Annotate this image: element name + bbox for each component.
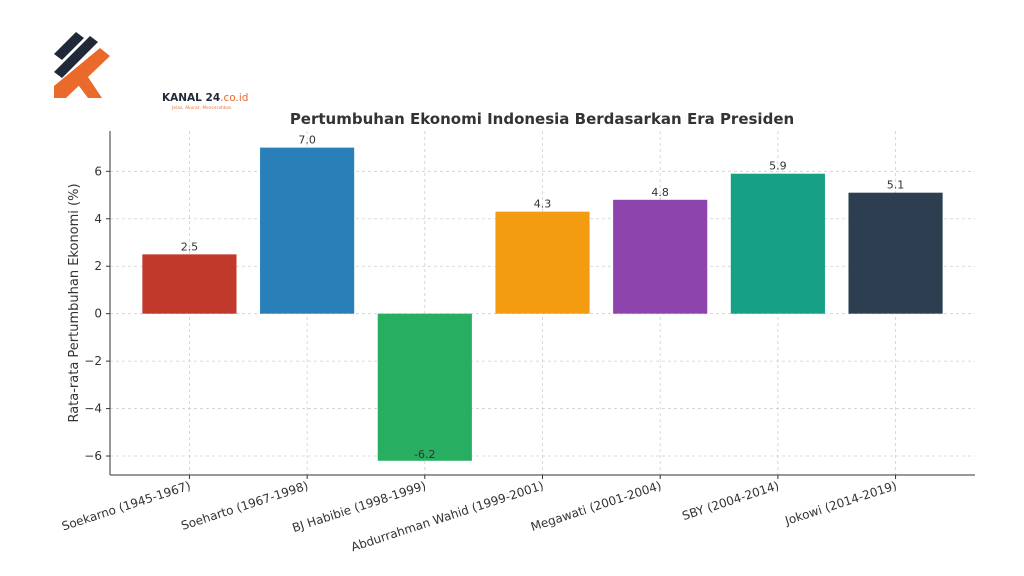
x-tick-labels: Soekarno (1945-1967)Soeharto (1967-1998)… [60, 479, 899, 555]
y-tick-label: 6 [94, 164, 102, 178]
x-tick-label: Megawati (2001-2004) [529, 479, 663, 534]
y-tick-label: −4 [84, 402, 102, 416]
y-tick-label: −6 [84, 449, 102, 463]
logo-name: KANAL 24.co.id [162, 92, 249, 104]
bar [377, 313, 472, 461]
bars [142, 147, 943, 461]
bar-value-label: 2.5 [181, 240, 199, 253]
y-tick-label: −2 [84, 354, 102, 368]
bar [495, 211, 590, 314]
bar-value-label: 5.1 [887, 179, 905, 192]
x-tick-label: Jokowi (2014-2019) [782, 479, 898, 529]
bar-value-label: 4.3 [534, 198, 552, 211]
bar-value-label: 7.0 [298, 134, 316, 147]
bar-value-label: 5.9 [769, 160, 787, 173]
logo-tagline: Jelas, Akurat, Mencerahkan [172, 105, 232, 110]
bar-value-label: 4.8 [651, 186, 669, 199]
kanal24-logo: KANAL 24.co.id Jelas, Akurat, Mencerahka… [50, 26, 250, 110]
y-axis-label: Rata-rata Pertumbuhan Ekonomi (%) [67, 183, 82, 422]
bar [730, 173, 825, 314]
y-tick-labels: −6 −4 −2 0 2 4 6 [84, 164, 102, 463]
axes [106, 131, 975, 479]
bar [260, 147, 355, 314]
y-tick-label: 4 [94, 212, 102, 226]
logo-domain: .co.id [220, 92, 249, 104]
kanal24-logo-mark [54, 32, 110, 98]
bar [848, 192, 943, 314]
value-labels: 2.5 7.0 -6.2 4.3 4.8 5.9 5.1 [181, 134, 905, 461]
bar [613, 199, 708, 314]
bar [142, 254, 237, 314]
y-tick-label: 0 [94, 307, 102, 321]
x-tick-label: SBY (2004-2014) [680, 479, 780, 524]
x-tick-label: Abdurrahman Wahid (1999-2001) [349, 479, 545, 555]
bar-value-label: -6.2 [414, 448, 435, 461]
chart-title: Pertumbuhan Ekonomi Indonesia Berdasarka… [290, 110, 794, 128]
x-tick-label: Soekarno (1945-1967) [60, 479, 192, 534]
y-tick-label: 2 [94, 259, 102, 273]
